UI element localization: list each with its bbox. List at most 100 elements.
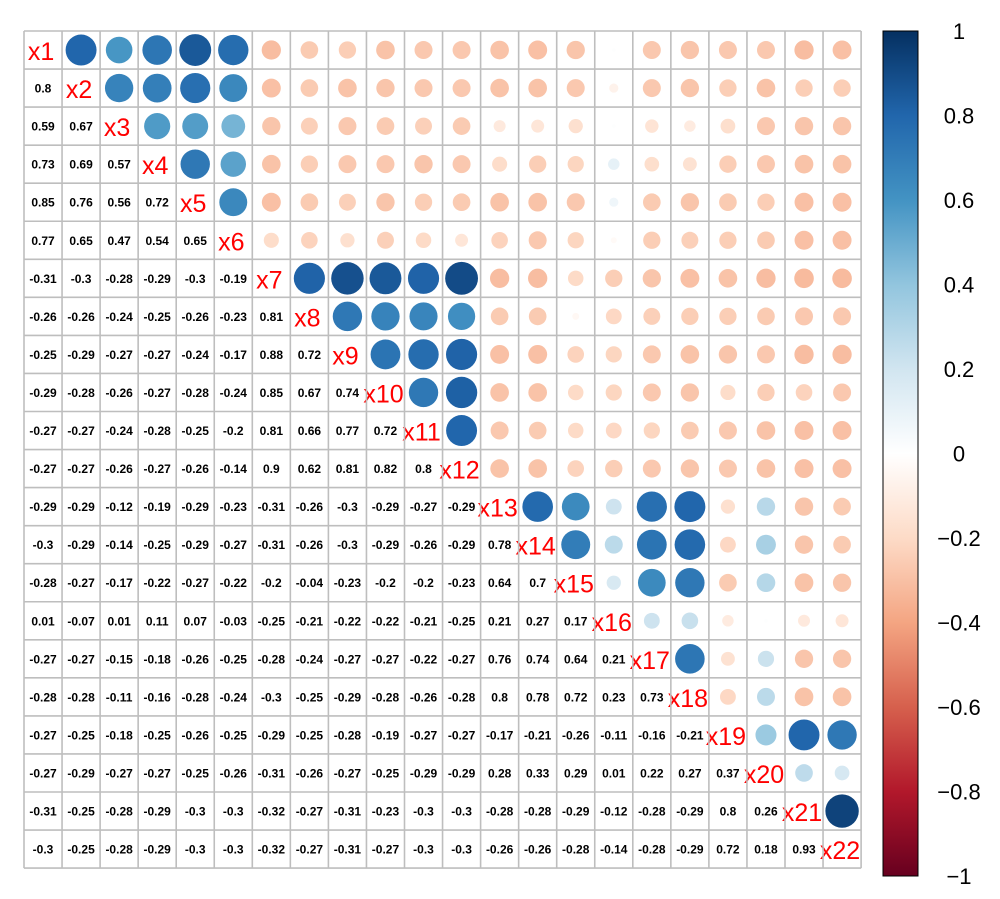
corr-value-label: -0.26 bbox=[182, 462, 210, 476]
corr-circle bbox=[567, 422, 584, 439]
corr-value-label: -0.22 bbox=[220, 576, 248, 590]
corr-value-label: -0.22 bbox=[143, 576, 171, 590]
corr-value-label: -0.18 bbox=[105, 728, 133, 742]
corr-value-label: -0.28 bbox=[334, 728, 362, 742]
corr-value-label: 0.8 bbox=[720, 805, 737, 819]
corr-value-label: -0.3 bbox=[185, 805, 206, 819]
corr-circle bbox=[609, 197, 619, 207]
corr-value-label: -0.3 bbox=[413, 843, 434, 857]
corr-circle bbox=[720, 651, 735, 666]
corr-value-label: -0.25 bbox=[67, 728, 95, 742]
corr-circle bbox=[452, 79, 471, 98]
corr-value-label: -0.29 bbox=[143, 805, 171, 819]
corr-value-label: -0.32 bbox=[258, 843, 286, 857]
corr-circle bbox=[528, 231, 547, 250]
corr-circle bbox=[681, 421, 699, 440]
corr-circle bbox=[642, 269, 661, 288]
corr-circle bbox=[794, 344, 814, 365]
corr-circle bbox=[757, 231, 775, 250]
corr-circle bbox=[221, 114, 246, 138]
corr-circle bbox=[567, 346, 585, 363]
colorbar-tick-label: −0.6 bbox=[937, 695, 980, 720]
corr-circle bbox=[719, 573, 737, 592]
corr-value-label: -0.17 bbox=[220, 348, 248, 362]
corr-circle bbox=[408, 339, 439, 370]
corr-circle bbox=[835, 614, 849, 628]
matrix-grid bbox=[23, 30, 862, 869]
corr-value-label: 0.73 bbox=[31, 158, 55, 172]
corr-circle bbox=[718, 41, 737, 60]
corr-value-label: -0.27 bbox=[143, 386, 171, 400]
corr-circle bbox=[675, 644, 705, 674]
corr-value-label: 0.22 bbox=[640, 766, 664, 780]
corr-circle bbox=[142, 73, 172, 103]
corr-circle bbox=[180, 72, 211, 104]
corr-circle bbox=[756, 573, 776, 593]
corr-value-label: -0.26 bbox=[182, 728, 210, 742]
corr-value-label: -0.24 bbox=[220, 386, 248, 400]
diag-label-x3: x3 bbox=[104, 114, 130, 142]
corr-value-label: -0.27 bbox=[334, 766, 362, 780]
corr-value-label: -0.24 bbox=[105, 424, 133, 438]
corr-circle bbox=[414, 79, 433, 98]
corr-value-label: -0.26 bbox=[524, 843, 552, 857]
corr-circle bbox=[414, 41, 433, 60]
corr-value-label: 0.93 bbox=[792, 843, 816, 857]
corr-circle bbox=[832, 116, 852, 136]
corr-value-label: -0.22 bbox=[334, 614, 362, 628]
diag-label-x20: x20 bbox=[744, 761, 784, 789]
corr-value-label: -0.24 bbox=[182, 348, 210, 362]
corr-circle bbox=[531, 119, 545, 133]
corr-value-label: -0.32 bbox=[258, 805, 286, 819]
corr-value-label: -0.23 bbox=[220, 500, 248, 514]
corr-value-label: -0.16 bbox=[638, 728, 666, 742]
corr-value-label: 0.85 bbox=[260, 386, 284, 400]
corr-circle bbox=[445, 376, 478, 409]
corr-value-label: -0.27 bbox=[67, 652, 95, 666]
corr-value-label: 0.27 bbox=[526, 614, 550, 628]
corr-circle bbox=[370, 339, 401, 370]
corr-circle bbox=[338, 155, 357, 174]
corr-value-label: -0.31 bbox=[258, 538, 286, 552]
corr-value-label: -0.27 bbox=[182, 576, 210, 590]
corr-value-label: -0.26 bbox=[220, 766, 248, 780]
corr-value-label: -0.19 bbox=[143, 500, 171, 514]
corr-value-label: -0.27 bbox=[143, 462, 171, 476]
corr-circle bbox=[645, 119, 659, 133]
corr-circle bbox=[643, 422, 660, 439]
corr-value-label: -0.26 bbox=[182, 652, 210, 666]
corr-circle bbox=[144, 113, 171, 140]
corr-value-label: 0.26 bbox=[754, 805, 778, 819]
corr-circle bbox=[612, 124, 616, 128]
corr-value-label: 0.07 bbox=[184, 614, 208, 628]
corr-circle bbox=[636, 529, 667, 560]
corr-circle bbox=[832, 40, 852, 60]
corr-circle bbox=[490, 192, 509, 212]
corr-value-label: -0.17 bbox=[486, 728, 514, 742]
corr-circle bbox=[452, 41, 471, 60]
corr-value-label: -0.28 bbox=[258, 652, 286, 666]
corr-value-label: -0.29 bbox=[410, 766, 438, 780]
corr-circle bbox=[300, 193, 319, 212]
corr-circle bbox=[567, 384, 584, 401]
corr-value-label: -0.29 bbox=[372, 538, 400, 552]
corr-circle bbox=[300, 155, 319, 173]
corr-value-label: 0.54 bbox=[145, 234, 169, 248]
colorbar-tick-label: 0.4 bbox=[944, 273, 975, 298]
corr-circle bbox=[528, 40, 548, 60]
corr-value-label: -0.29 bbox=[67, 766, 95, 780]
corr-value-label: -0.25 bbox=[182, 766, 210, 780]
corr-value-label: -0.28 bbox=[638, 843, 666, 857]
corr-value-label: -0.23 bbox=[448, 576, 476, 590]
corr-circle bbox=[566, 40, 585, 60]
corr-value-label: 0.8 bbox=[35, 82, 52, 96]
corr-value-label: -0.3 bbox=[33, 538, 54, 552]
corr-circle bbox=[492, 156, 508, 172]
corr-value-label: 0.21 bbox=[602, 652, 626, 666]
corr-circle bbox=[338, 193, 356, 211]
corr-circle bbox=[795, 79, 813, 97]
corr-circle bbox=[445, 261, 478, 295]
corr-circle bbox=[719, 193, 737, 212]
corr-value-label: -0.27 bbox=[29, 424, 57, 438]
corr-circle bbox=[605, 384, 622, 401]
